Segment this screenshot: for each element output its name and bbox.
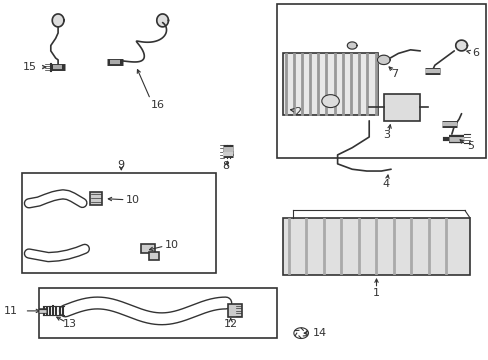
Text: 6: 6 bbox=[471, 48, 478, 58]
Text: 9: 9 bbox=[118, 159, 124, 170]
Text: 14: 14 bbox=[312, 328, 326, 338]
Bar bbox=[149, 252, 159, 260]
Text: 16: 16 bbox=[150, 100, 164, 110]
Bar bbox=[228, 305, 242, 318]
Bar bbox=[21, 173, 216, 273]
Bar bbox=[276, 4, 485, 158]
Text: 13: 13 bbox=[63, 319, 77, 329]
Polygon shape bbox=[52, 14, 64, 27]
FancyBboxPatch shape bbox=[383, 94, 419, 121]
Bar bbox=[89, 192, 102, 205]
Text: 10: 10 bbox=[126, 195, 140, 205]
Text: 4: 4 bbox=[382, 179, 389, 189]
Text: 1: 1 bbox=[372, 288, 379, 298]
Text: 11: 11 bbox=[4, 306, 18, 316]
Polygon shape bbox=[283, 218, 469, 275]
Text: 10: 10 bbox=[165, 240, 179, 250]
Text: 15: 15 bbox=[23, 62, 37, 72]
Polygon shape bbox=[157, 14, 168, 27]
FancyBboxPatch shape bbox=[283, 53, 377, 116]
Bar bbox=[141, 244, 155, 253]
Text: 7: 7 bbox=[390, 69, 398, 79]
Polygon shape bbox=[346, 42, 356, 49]
Text: 12: 12 bbox=[223, 319, 237, 329]
Text: 2: 2 bbox=[294, 107, 301, 117]
Text: 5: 5 bbox=[467, 141, 473, 151]
Text: 8: 8 bbox=[222, 161, 229, 171]
Circle shape bbox=[321, 95, 339, 108]
Text: 3: 3 bbox=[382, 130, 389, 140]
Polygon shape bbox=[455, 40, 467, 51]
Polygon shape bbox=[377, 55, 389, 64]
Bar bbox=[39, 288, 276, 338]
